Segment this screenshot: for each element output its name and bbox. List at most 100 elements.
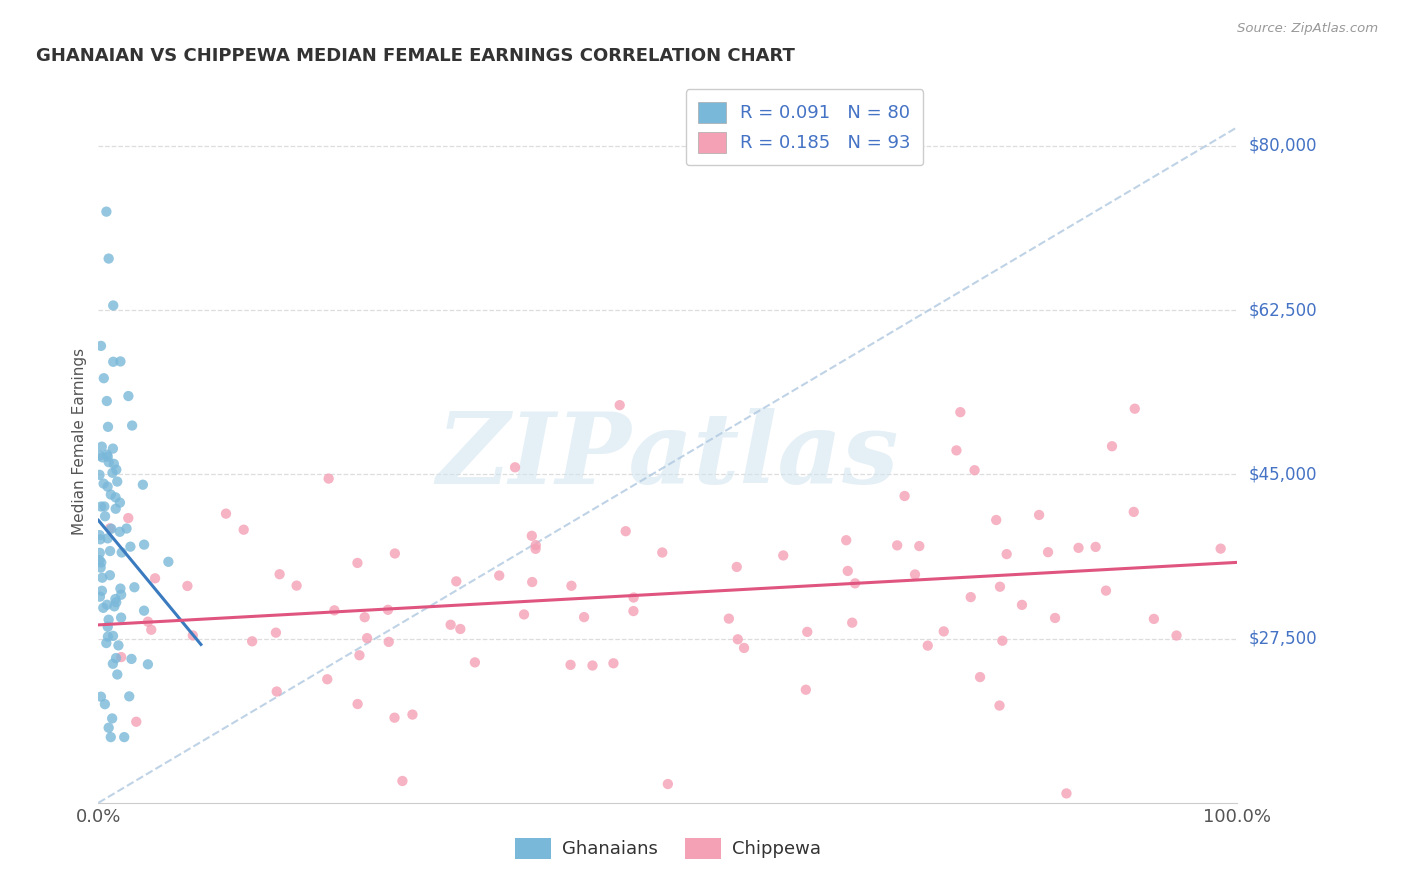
Point (401, 707, 423, 722)
Text: $45,000: $45,000 (1249, 466, 1317, 483)
Text: GHANAIAN VS CHIPPEWA MEDIAN FEMALE EARNINGS CORRELATION CHART: GHANAIAN VS CHIPPEWA MEDIAN FEMALE EARNI… (35, 47, 794, 65)
Point (524, 538, 547, 552)
Point (963, 463, 986, 477)
Point (893, 489, 915, 503)
Point (269, 567, 291, 582)
Point (988, 580, 1011, 594)
Point (503, 460, 526, 475)
Point (844, 576, 866, 591)
Point (657, 777, 679, 791)
Point (103, 599, 125, 614)
Point (572, 610, 595, 624)
Point (89, 528, 111, 542)
Point (89, 467, 111, 482)
Text: $62,500: $62,500 (1249, 301, 1317, 319)
Point (959, 590, 981, 604)
Point (89, 546, 111, 560)
Point (609, 398, 631, 412)
Point (524, 541, 547, 556)
Point (141, 623, 163, 637)
Point (157, 555, 180, 569)
Point (105, 475, 128, 489)
Point (837, 564, 859, 578)
Point (886, 538, 908, 552)
Point (377, 603, 399, 617)
Point (1166, 628, 1188, 642)
Point (90, 440, 112, 454)
Point (97, 450, 120, 464)
Point (945, 443, 967, 458)
Point (285, 579, 308, 593)
Point (1043, 611, 1066, 625)
Point (132, 604, 155, 618)
Point (440, 617, 463, 632)
Text: $80,000: $80,000 (1249, 137, 1317, 155)
Point (522, 575, 544, 590)
Point (97, 620, 120, 634)
Point (90, 500, 112, 514)
Point (136, 657, 159, 672)
Point (91, 450, 114, 465)
Point (104, 592, 127, 607)
Point (1101, 439, 1123, 453)
Point (581, 658, 603, 673)
Text: ZIPatlas: ZIPatlas (437, 408, 898, 504)
Point (101, 442, 124, 456)
Point (107, 639, 129, 653)
Point (464, 656, 486, 670)
Point (240, 634, 263, 648)
Point (176, 579, 198, 593)
Point (995, 547, 1018, 561)
Text: Source: ZipAtlas.com: Source: ZipAtlas.com (1237, 22, 1378, 36)
Point (97, 630, 120, 644)
Point (132, 538, 155, 552)
Point (111, 545, 134, 559)
Point (97, 721, 120, 735)
Point (103, 298, 125, 312)
Y-axis label: Median Female Earnings: Median Female Earnings (72, 348, 87, 535)
Point (89, 449, 111, 463)
Point (124, 580, 146, 594)
Point (266, 684, 288, 698)
Point (143, 571, 166, 585)
Point (112, 730, 135, 744)
Point (108, 496, 131, 510)
Point (986, 513, 1008, 527)
Point (1143, 612, 1166, 626)
Point (614, 524, 637, 539)
Point (1095, 583, 1118, 598)
Point (96, 636, 118, 650)
Point (103, 457, 125, 471)
Point (89, 553, 111, 567)
Point (991, 633, 1014, 648)
Point (101, 629, 124, 643)
Point (105, 595, 128, 609)
Point (1209, 541, 1232, 556)
Point (1122, 505, 1144, 519)
Point (98, 544, 121, 558)
Point (100, 730, 122, 744)
Point (181, 628, 204, 642)
Point (97, 480, 120, 494)
Point (98, 568, 121, 582)
Point (105, 462, 128, 476)
Point (488, 568, 510, 582)
Point (215, 507, 238, 521)
Point (1123, 401, 1146, 416)
Point (449, 622, 471, 636)
Point (349, 648, 371, 663)
Point (917, 639, 939, 653)
Point (101, 657, 124, 671)
Point (96, 204, 118, 219)
Point (90, 690, 112, 704)
Point (96, 394, 118, 409)
Legend: Ghanaians, Chippewa: Ghanaians, Chippewa (508, 830, 828, 866)
Point (93, 500, 115, 514)
Point (125, 714, 148, 729)
Point (969, 670, 991, 684)
Point (346, 697, 368, 711)
Point (651, 545, 673, 559)
Point (623, 591, 645, 605)
Point (97, 455, 120, 469)
Point (105, 651, 128, 665)
